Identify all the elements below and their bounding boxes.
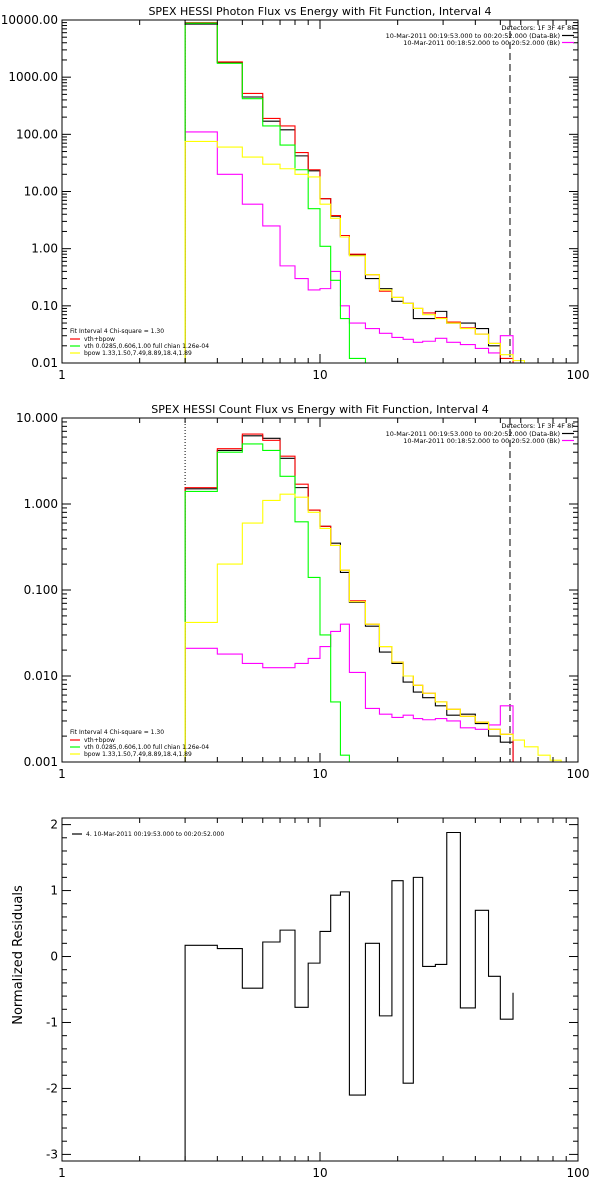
residuals-x-axis: 1 10 100 (58, 818, 589, 1180)
count-flux-legend-powerlaw: bpow 1.33,1.50,7.49,8.89,18.4,1.89 (84, 751, 192, 758)
count-flux-y-tick-label: 10.000 (16, 411, 58, 425)
residuals-legend-label: 4. 10-Mar-2011 00:19:53.000 to 00:20:52.… (86, 831, 224, 838)
photon-flux-y-tick-label: 100.00 (16, 127, 58, 141)
photon-flux-series-bk (184, 131, 514, 363)
photon-flux-title: SPEX HESSI Photon Flux vs Energy with Fi… (148, 5, 491, 18)
residuals-plot: 1 10 100 -3 -2 -1 0 1 2 (46, 817, 589, 1180)
residuals-legend: 4. 10-Mar-2011 00:19:53.000 to 00:20:52.… (72, 831, 224, 838)
residuals-y-tick-label: 0 (50, 950, 58, 964)
residuals-y-tick-label: -2 (46, 1081, 58, 1095)
photon-flux-series-thermal (184, 22, 514, 363)
count-flux-legend-total: vth+bpow (84, 737, 115, 744)
count-flux-series-bk (184, 623, 514, 762)
residuals-y-axis-label: Normalized Residuals (11, 885, 26, 1025)
residuals-x-tick-label: 1 (58, 1166, 66, 1180)
count-flux-y-tick-label: 0.010 (24, 669, 58, 683)
photon-flux-y-tick-label: 1000.00 (8, 70, 58, 84)
photon-flux-y-tick-label: 0.01 (31, 356, 58, 370)
count-flux-legend: Fit Interval 4 Chi-square = 1.30 vth+bpo… (70, 729, 209, 758)
count-flux-y-tick-label: 1.000 (24, 497, 58, 511)
photon-flux-legend-powerlaw: bpow 1.33,1.50,7.49,8.89,18.4,1.89 (84, 350, 192, 357)
count-flux-series-thermal (184, 443, 514, 762)
photon-flux-plot: 1 10 100 0.01 0.10 1.00 10.00 100.00 1000.00 1000… (1, 13, 590, 382)
photon-flux-detectors: Detectors: 1F 3F 4F 8F (501, 24, 575, 32)
count-flux-detectors: Detectors: 1F 3F 4F 8F (501, 422, 575, 430)
residuals-x-tick-label: 10 (312, 1166, 327, 1180)
photon-flux-series-group (184, 20, 539, 363)
photon-flux-legend-total: vth+bpow (84, 336, 115, 343)
residuals-x-tick-label: 100 (567, 1166, 590, 1180)
residuals-panel: 1 10 100 -3 -2 -1 0 1 2 Normalized Residuals 4. … (11, 817, 589, 1180)
residuals-y-tick-label: 2 (50, 818, 58, 832)
count-flux-legend-thermal: vth 0.0285,0.606,1.00 full chian 1.26e-0… (84, 744, 209, 751)
count-flux-x-tick-label: 1 (58, 767, 66, 781)
photon-flux-x-tick-label: 1 (58, 368, 66, 382)
photon-flux-legend-title: Fit Interval 4 Chi-square = 1.30 (70, 328, 164, 335)
count-flux-x-tick-label: 100 (567, 767, 590, 781)
count-flux-series-group (184, 418, 578, 762)
residuals-y-tick-label: -3 (46, 1147, 58, 1161)
count-flux-series-powerlaw (184, 493, 578, 762)
count-flux-y-tick-label: 0.100 (24, 583, 58, 597)
photon-flux-y-tick-label: 10.00 (24, 185, 58, 199)
count-flux-x-tick-label: 10 (312, 767, 327, 781)
photon-flux-legend-thermal: vth 0.0285,0.606,1.00 full chian 1.26e-0… (84, 343, 209, 350)
count-flux-bk-interval: 10-Mar-2011 00:18:52.000 to 00:20:52.000… (403, 437, 560, 445)
count-flux-y-tick-label: 0.001 (24, 755, 58, 769)
count-flux-data-interval: 10-Mar-2011 00:19:53.000 to 00:20:52.000… (386, 430, 560, 438)
photon-flux-legend: Fit Interval 4 Chi-square = 1.30 vth+bpo… (70, 328, 209, 357)
count-flux-series-data (184, 435, 514, 762)
photon-flux-data-interval: 10-Mar-2011 00:19:53.000 to 00:20:52.000… (386, 32, 560, 40)
photon-flux-info-block: Detectors: 1F 3F 4F 8F 10-Mar-2011 00:19… (386, 24, 576, 47)
photon-flux-bk-interval: 10-Mar-2011 00:18:52.000 to 00:20:52.000… (403, 39, 560, 47)
count-flux-legend-title: Fit Interval 4 Chi-square = 1.30 (70, 729, 164, 736)
photon-flux-y-tick-label: 10000.00 (1, 13, 58, 27)
photon-flux-y-axis: 0.01 0.10 1.00 10.00 100.00 1000.00 10000.00 (1, 13, 578, 370)
photon-flux-x-tick-label: 100 (567, 368, 590, 382)
count-flux-info-block: Detectors: 1F 3F 4F 8F 10-Mar-2011 00:19… (386, 422, 576, 445)
photon-flux-y-tick-label: 1.00 (31, 242, 58, 256)
photon-flux-y-tick-label: 0.10 (31, 299, 58, 313)
count-flux-plot: 1 10 100 0.001 0.010 0.100 1.000 10.000 (16, 411, 589, 781)
residuals-y-tick-label: 1 (50, 884, 58, 898)
photon-flux-x-axis: 1 10 100 (58, 20, 589, 382)
count-flux-title: SPEX HESSI Count Flux vs Energy with Fit… (151, 403, 488, 416)
photon-flux-panel: SPEX HESSI Photon Flux vs Energy with Fi… (1, 5, 590, 382)
residuals-y-tick-label: -1 (46, 1015, 58, 1029)
count-flux-y-axis: 0.001 0.010 0.100 1.000 10.000 (16, 411, 578, 769)
photon-flux-x-tick-label: 10 (312, 368, 327, 382)
residuals-series-residuals (184, 831, 514, 1161)
residuals-series-group (184, 831, 514, 1161)
count-flux-x-axis: 1 10 100 (58, 418, 589, 781)
count-flux-panel: SPEX HESSI Count Flux vs Energy with Fit… (16, 403, 589, 781)
photon-flux-series-powerlaw (184, 140, 539, 363)
residuals-y-axis: -3 -2 -1 0 1 2 (46, 818, 578, 1161)
